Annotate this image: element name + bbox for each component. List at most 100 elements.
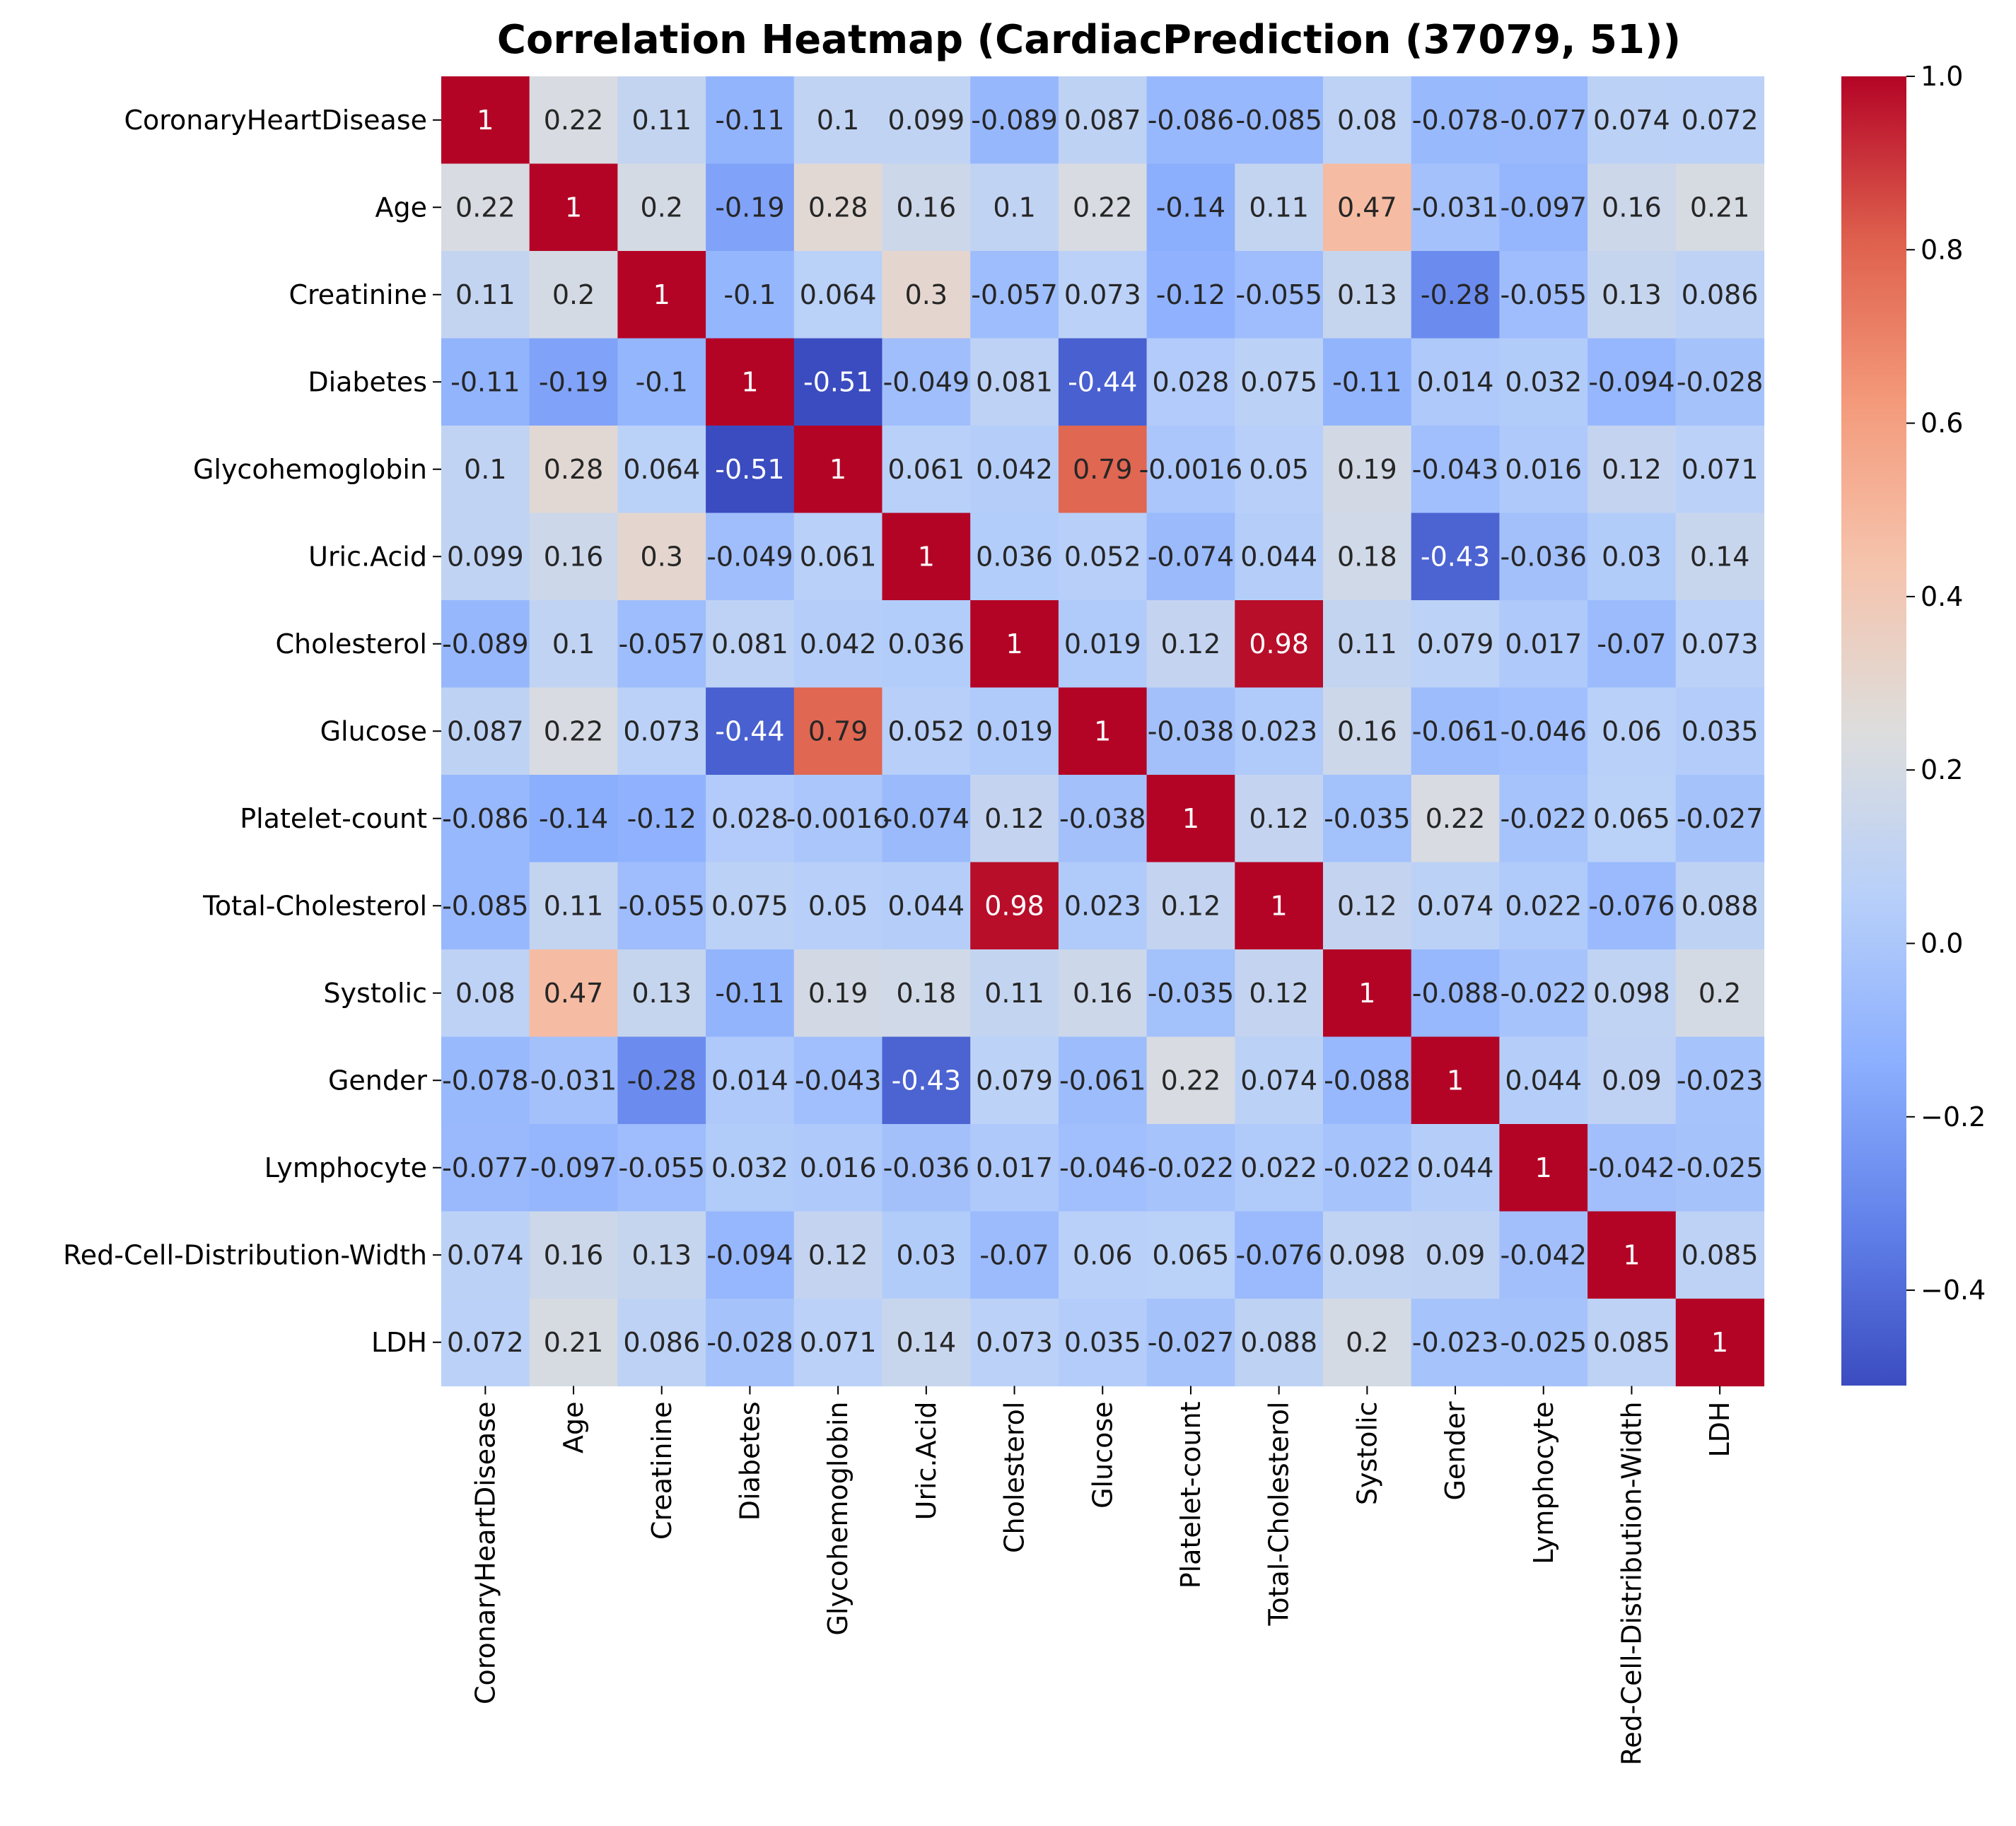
cell-annotation: 0.032 — [711, 1152, 788, 1183]
heatmap-cell-red-cell-distribution-width-ldh — [1675, 1211, 1765, 1299]
cell-annotation: 0.1 — [817, 105, 859, 136]
cell-annotation: 0.086 — [623, 1327, 700, 1358]
cell-annotation: 0.075 — [711, 890, 788, 921]
cell-annotation: 0.11 — [544, 890, 604, 921]
cell-annotation: -0.022 — [1324, 1152, 1411, 1183]
cell-annotation: 0.47 — [544, 978, 604, 1009]
cell-annotation: -0.097 — [1501, 192, 1587, 223]
heatmap-cell-total-cholesterol-red-cell-distribution-width — [1587, 862, 1677, 950]
heatmap-cell-glucose-glucose — [1058, 687, 1148, 776]
heatmap-cell-creatinine-diabetes — [706, 251, 795, 339]
heatmap-cell-cholesterol-age — [529, 600, 618, 689]
heatmap-cell-glycohemoglobin-creatinine — [617, 426, 706, 514]
heatmap-cell-total-cholesterol-uric-acid — [882, 862, 971, 950]
heatmap-cell-uric-acid-glycohemoglobin — [793, 513, 883, 601]
cell-annotation: 0.073 — [1064, 279, 1141, 310]
heatmap-cell-lymphocyte-total-cholesterol — [1235, 1124, 1324, 1212]
heatmap-cell-total-cholesterol-glucose — [1058, 862, 1148, 950]
heatmap-cell-diabetes-ldh — [1675, 338, 1765, 426]
cell-annotation: 0.014 — [1417, 366, 1494, 397]
cell-annotation: -0.43 — [1421, 541, 1490, 572]
heatmap-cell-total-cholesterol-coronaryheartdisease — [441, 862, 530, 950]
cell-annotation: 0.044 — [1505, 1065, 1582, 1096]
heatmap-cell-platelet-count-age — [529, 775, 618, 863]
heatmap-cell-systolic-platelet-count — [1146, 949, 1235, 1038]
cell-annotation: 0.12 — [1161, 890, 1221, 921]
cell-annotation: 0.019 — [1064, 628, 1141, 660]
cell-annotation: 0.028 — [711, 803, 788, 834]
heatmap-cell-age-age — [529, 163, 618, 252]
x-tick-label-total-cholesterol: Total-Cholesterol — [1264, 1402, 1295, 1627]
heatmap-cell-cholesterol-diabetes — [706, 600, 795, 689]
heatmap-cell-glycohemoglobin-systolic — [1323, 426, 1412, 514]
heatmap-cell-ldh-gender — [1411, 1299, 1500, 1387]
y-tick-label-diabetes: Diabetes — [308, 366, 427, 397]
heatmap-cell-creatinine-coronaryheartdisease — [441, 251, 530, 339]
heatmap-cell-red-cell-distribution-width-glycohemoglobin — [793, 1211, 883, 1299]
cell-annotation: 1 — [565, 192, 582, 223]
cell-annotation: 1 — [477, 105, 494, 136]
cell-annotation: 1 — [1711, 1327, 1728, 1358]
cell-annotation: 0.073 — [623, 715, 700, 747]
cell-annotation: 0.035 — [1064, 1327, 1141, 1358]
cell-annotation: -0.44 — [1068, 366, 1137, 397]
cell-annotation: 0.074 — [1240, 1065, 1317, 1096]
cell-annotation: 0.12 — [1337, 890, 1397, 921]
heatmap-cell-glucose-red-cell-distribution-width — [1587, 687, 1677, 776]
cell-annotation: 1 — [1535, 1152, 1552, 1183]
x-tick-label-red-cell-distribution-width: Red-Cell-Distribution-Width — [1616, 1402, 1647, 1766]
cell-annotation: 0.087 — [447, 715, 524, 747]
cell-annotation: 0.088 — [1682, 890, 1759, 921]
x-tick-label-glucose: Glucose — [1087, 1402, 1118, 1509]
heatmap-cell-coronaryheartdisease-total-cholesterol — [1235, 76, 1324, 165]
x-tick-label-age: Age — [558, 1402, 589, 1454]
heatmap-cell-cholesterol-glucose — [1058, 600, 1148, 689]
heatmap-cell-glycohemoglobin-cholesterol — [970, 426, 1059, 514]
heatmap-cell-systolic-age — [529, 949, 618, 1038]
heatmap-cell-uric-acid-cholesterol — [970, 513, 1059, 601]
heatmap-cell-ldh-uric-acid — [882, 1299, 971, 1387]
cell-annotation: 1 — [1447, 1065, 1464, 1096]
cell-annotation: 0.13 — [631, 1239, 692, 1270]
cell-annotation: 0.11 — [984, 978, 1044, 1009]
cell-annotation: -0.028 — [706, 1327, 793, 1358]
heatmap-cell-systolic-creatinine — [617, 949, 706, 1038]
heatmap-cell-diabetes-diabetes — [706, 338, 795, 426]
x-tick-label-platelet-count: Platelet-count — [1175, 1402, 1206, 1589]
cell-annotation: 0.035 — [1682, 715, 1759, 747]
heatmap-cell-diabetes-creatinine — [617, 338, 706, 426]
heatmap-cell-age-glucose — [1058, 163, 1148, 252]
cell-annotation: 0.023 — [1240, 715, 1317, 747]
cell-annotation: 0.16 — [544, 541, 604, 572]
heatmap-cell-total-cholesterol-total-cholesterol — [1235, 862, 1324, 950]
cell-annotation: 0.79 — [1073, 454, 1133, 485]
cell-annotation: 0.044 — [887, 890, 965, 921]
cell-annotation: 0.22 — [544, 105, 604, 136]
heatmap-cell-gender-cholesterol — [970, 1036, 1059, 1125]
colorbar-tick-label: −0.2 — [1921, 1101, 1986, 1133]
cell-annotation: 0.071 — [800, 1327, 877, 1358]
heatmap-cell-creatinine-glucose — [1058, 251, 1148, 339]
heatmap-cell-glucose-lymphocyte — [1499, 687, 1588, 776]
cell-annotation: 0.09 — [1602, 1065, 1662, 1096]
y-tick-labels: CoronaryHeartDisease Age Creatinine Diabete… — [63, 105, 441, 1358]
cell-annotation: 0.099 — [887, 105, 965, 136]
cell-annotation: 0.08 — [1337, 105, 1397, 136]
heatmap-cell-glycohemoglobin-gender — [1411, 426, 1500, 514]
heatmap-cell-uric-acid-diabetes — [706, 513, 795, 601]
cell-annotation: -0.14 — [539, 803, 608, 834]
x-tick-label-coronaryheartdisease: CoronaryHeartDisease — [470, 1402, 501, 1705]
heatmap-cell-glycohemoglobin-glycohemoglobin — [793, 426, 883, 514]
cell-annotation: -0.049 — [883, 366, 970, 397]
heatmap-cell-ldh-ldh — [1675, 1299, 1765, 1387]
heatmap-cell-ldh-glucose — [1058, 1299, 1148, 1387]
y-tick-label-platelet-count: Platelet-count — [240, 803, 427, 834]
heatmap-cell-uric-acid-age — [529, 513, 618, 601]
heatmap-cell-gender-uric-acid — [882, 1036, 971, 1125]
cell-annotation: -0.085 — [1235, 105, 1322, 136]
heatmap-cell-age-total-cholesterol — [1235, 163, 1324, 252]
heatmap-cell-diabetes-red-cell-distribution-width — [1587, 338, 1677, 426]
heatmap-cell-systolic-uric-acid — [882, 949, 971, 1038]
cell-annotation: 0.2 — [641, 192, 683, 223]
heatmap-cell-ldh-red-cell-distribution-width — [1587, 1299, 1677, 1387]
